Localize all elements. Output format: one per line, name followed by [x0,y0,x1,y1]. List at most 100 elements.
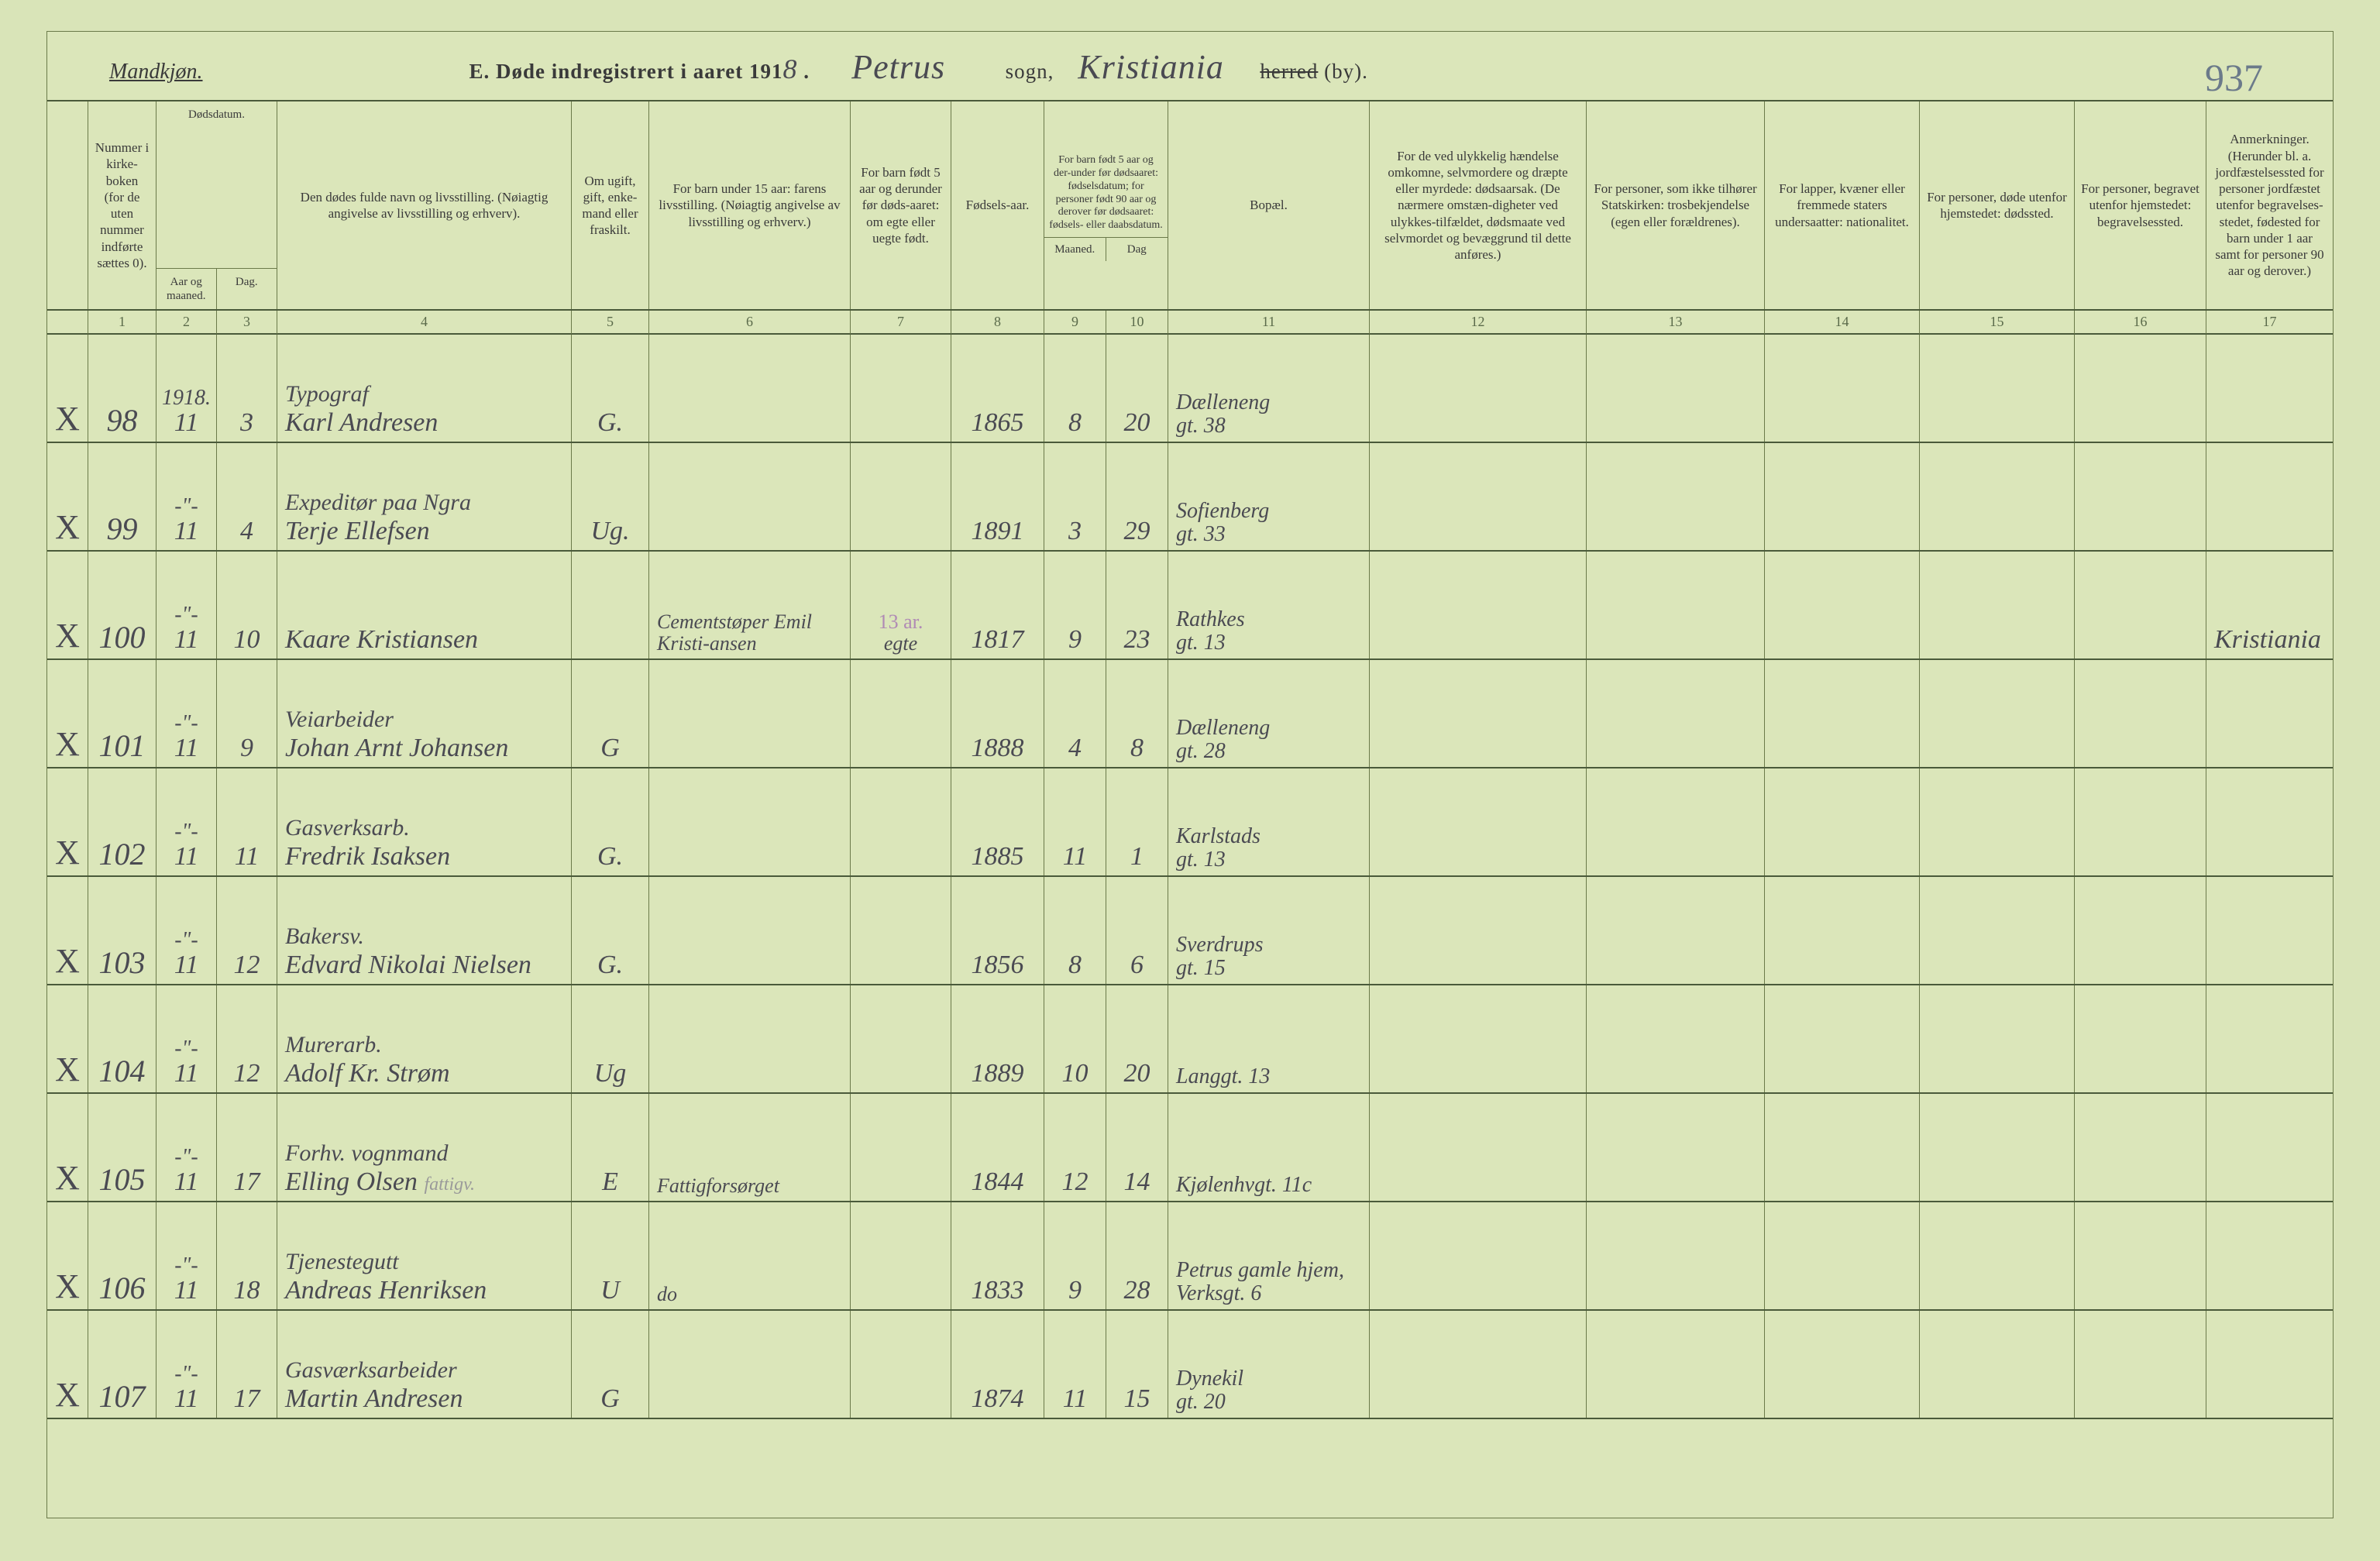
col14 [1764,985,1919,1092]
entry-number: 104 [88,985,156,1092]
marital-status: G. [571,335,648,442]
birth-month: 8 [1044,877,1106,984]
hdr-maaned: Maaned. [1044,238,1106,261]
row-xmark: X [47,985,88,1092]
col12 [1369,335,1586,442]
col12 [1369,552,1586,658]
father-occupation: Fattigforsørget [648,1094,850,1201]
hdr-col5: Om ugift, gift, enke-mand eller fraskilt… [571,101,648,309]
residence: Sverdrupsgt. 15 [1168,877,1369,984]
death-day: 17 [216,1311,277,1418]
birth-day: 14 [1106,1094,1168,1201]
death-day: 3 [216,335,277,442]
colnum: 7 [850,311,951,335]
residence: Petrus gamle hjem,Verksgt. 6 [1168,1202,1369,1309]
birth-year: 1874 [951,1311,1044,1418]
page-header: Mandkjøn. E. Døde indregistrert i aaret … [47,32,2333,101]
column-numbers: 1 2 3 4 5 6 7 8 9 10 11 12 13 14 15 16 1… [47,311,2333,335]
colnum: 13 [1586,311,1764,335]
ledger-row: X102-"-1111Gasverksarb.Fredrik IsaksenG.… [47,768,2333,877]
hdr-col12: For de ved ulykkelig hændelse omkomne, s… [1369,101,1586,309]
col13 [1586,768,1764,875]
entry-number: 105 [88,1094,156,1201]
death-day: 11 [216,768,277,875]
colnum: 12 [1369,311,1586,335]
entry-number: 106 [88,1202,156,1309]
row-xmark: X [47,443,88,550]
colnum: 17 [2206,311,2333,335]
birth-month: 8 [1044,335,1106,442]
marital-status: G. [571,877,648,984]
col16 [2074,335,2206,442]
col12 [1369,1094,1586,1201]
row-xmark: X [47,1094,88,1201]
row-xmark: X [47,768,88,875]
hdr-col13: For personer, som ikke tilhører Statskir… [1586,101,1764,309]
birth-year: 1889 [951,985,1044,1092]
col16 [2074,1202,2206,1309]
legitimacy [850,660,951,767]
marital-status: G [571,660,648,767]
legitimacy: 13 ar.egte [850,552,951,658]
hdr-col8: Fødsels-aar. [951,101,1044,309]
death-year-month: -"-11 [156,660,216,767]
father-occupation [648,768,850,875]
hdr-col17: Anmerkninger. (Herunder bl. a. jordfæste… [2206,101,2333,309]
death-day: 18 [216,1202,277,1309]
name-occupation: Expeditør paa NgraTerje Ellefsen [277,443,571,550]
residence: Rathkesgt. 13 [1168,552,1369,658]
col15 [1919,1094,2074,1201]
col15 [1919,660,2074,767]
entry-number: 100 [88,552,156,658]
father-occupation [648,877,850,984]
father-occupation: do [648,1202,850,1309]
col13 [1586,1202,1764,1309]
legitimacy [850,768,951,875]
birth-month: 9 [1044,552,1106,658]
col16 [2074,877,2206,984]
birth-month: 9 [1044,1202,1106,1309]
name-occupation: Gasverksarb.Fredrik Isaksen [277,768,571,875]
death-year-month: 1918.11 [156,335,216,442]
remarks [2206,660,2333,767]
hdr-aar: Aar og maaned. [156,269,217,309]
year-digit: 8 [782,53,797,84]
death-year-month: -"-11 [156,985,216,1092]
col12 [1369,768,1586,875]
birth-day: 8 [1106,660,1168,767]
col12 [1369,1202,1586,1309]
marital-status: Ug. [571,443,648,550]
father-occupation [648,660,850,767]
birth-year: 1856 [951,877,1044,984]
birth-year: 1891 [951,443,1044,550]
row-xmark: X [47,1311,88,1418]
col14 [1764,443,1919,550]
ledger-row: X107-"-1117GasværksarbeiderMartin Andres… [47,1311,2333,1419]
hdr-col15: For personer, døde utenfor hjemstedet: d… [1919,101,2074,309]
col14 [1764,552,1919,658]
col14 [1764,335,1919,442]
birth-day: 20 [1106,335,1168,442]
ledger-row: X101-"-119VeiarbeiderJohan Arnt Johansen… [47,660,2333,768]
entry-number: 98 [88,335,156,442]
col15 [1919,1202,2074,1309]
death-year-month: -"-11 [156,877,216,984]
residence: Sofienberggt. 33 [1168,443,1369,550]
death-day: 10 [216,552,277,658]
hdr-col4: Den dødes fulde navn og livsstilling. (N… [277,101,571,309]
entry-number: 99 [88,443,156,550]
colnum: 4 [277,311,571,335]
name-occupation: TjenesteguttAndreas Henriksen [277,1202,571,1309]
entry-number: 102 [88,768,156,875]
legitimacy [850,1202,951,1309]
death-day: 4 [216,443,277,550]
col15 [1919,1311,2074,1418]
herred-label-struck: herred [1260,60,1318,83]
col13 [1586,443,1764,550]
birth-month: 11 [1044,1311,1106,1418]
ledger-row: X981918.113TypografKarl AndresenG.186582… [47,335,2333,443]
birth-year: 1844 [951,1094,1044,1201]
col14 [1764,1311,1919,1418]
birth-day: 1 [1106,768,1168,875]
col14 [1764,877,1919,984]
